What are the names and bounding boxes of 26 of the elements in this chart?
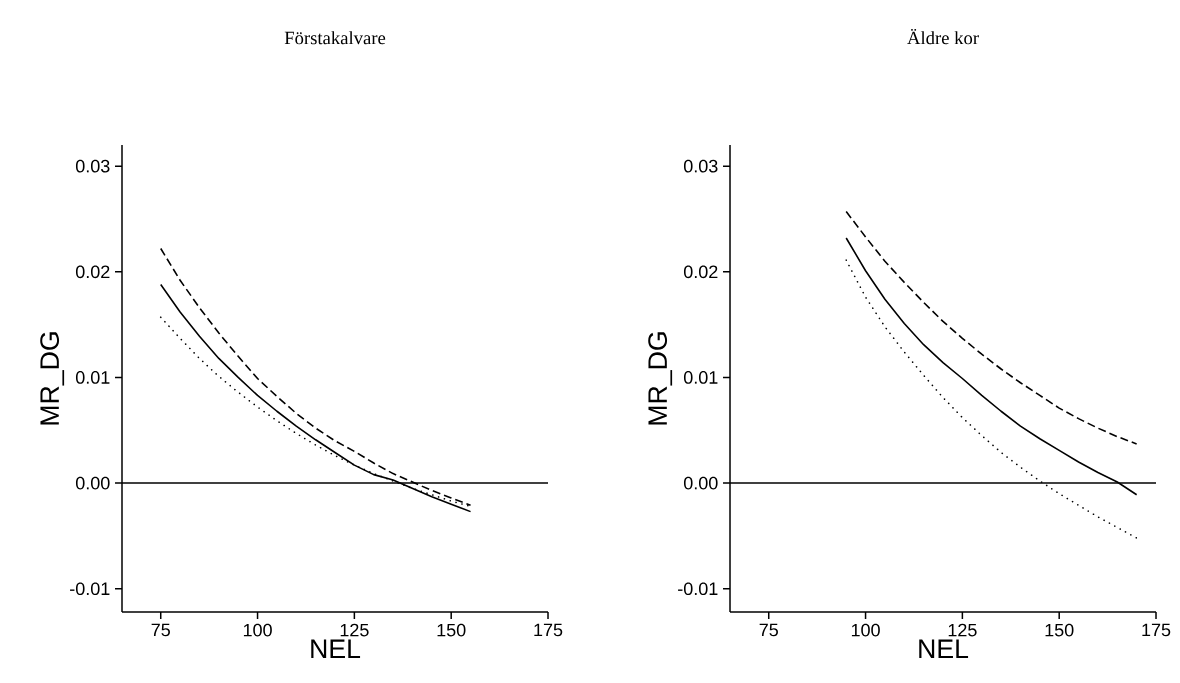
y-axis-title: MR_DG xyxy=(40,332,65,425)
x-axis-title: NEL xyxy=(919,639,969,658)
y-tick-label: -0.01 xyxy=(678,582,718,596)
x-tick-label: 150 xyxy=(1045,623,1074,637)
x-tick-label: 75 xyxy=(759,623,778,637)
x-axis-title: NEL xyxy=(311,639,361,658)
x-tick-label: 100 xyxy=(851,623,880,637)
y-tick-label: -0.01 xyxy=(70,582,110,596)
chart-title: Förstakalvare xyxy=(284,31,386,45)
x-tick-label: 150 xyxy=(437,623,466,637)
x-tick-label: 125 xyxy=(340,623,369,637)
y-tick-label: 0.03 xyxy=(683,159,718,173)
y-tick-label: 0.00 xyxy=(683,476,718,490)
x-tick-label: 175 xyxy=(1142,623,1171,637)
x-tick-label: 75 xyxy=(151,623,170,637)
y-tick-label: 0.01 xyxy=(683,371,718,384)
x-tick-label: 100 xyxy=(243,623,272,637)
x-tick-label: 125 xyxy=(948,623,977,637)
chart-title: Äldre kor xyxy=(907,28,979,45)
y-axis-title: MR_DG xyxy=(648,332,673,425)
y-tick-label: 0.02 xyxy=(683,265,718,279)
y-tick-label: 0.01 xyxy=(75,371,110,384)
y-tick-label: 0.00 xyxy=(75,476,110,490)
y-tick-label: 0.02 xyxy=(75,265,110,279)
x-tick-label: 175 xyxy=(534,623,563,637)
y-tick-label: 0.03 xyxy=(75,159,110,173)
